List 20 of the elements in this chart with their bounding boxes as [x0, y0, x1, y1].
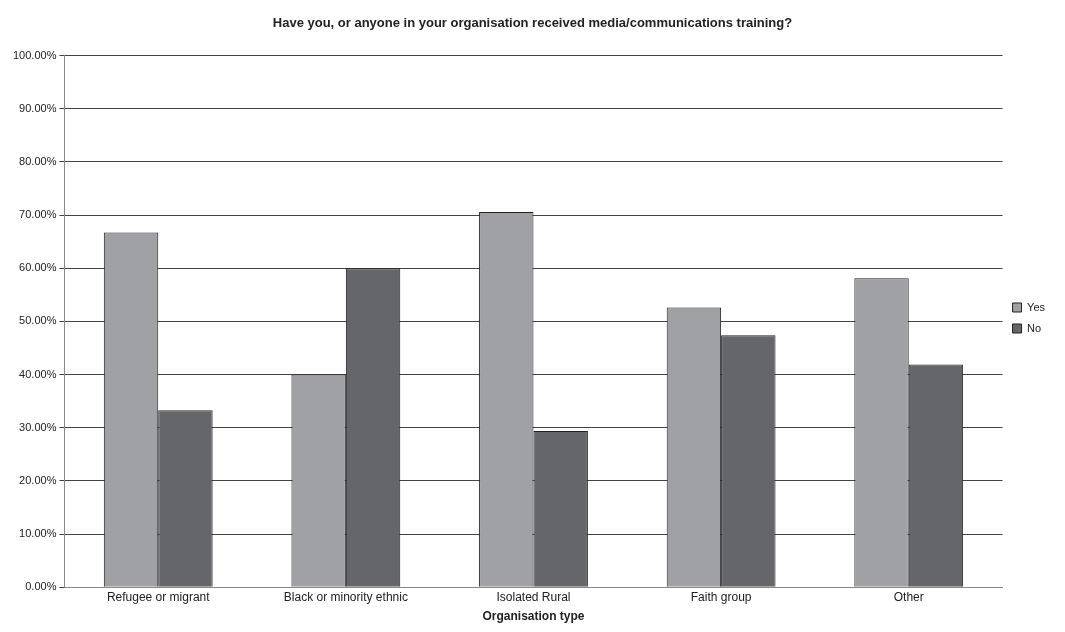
y-tick-label: 80.00% — [19, 154, 57, 167]
x-tick-label: Refugee or migrant — [106, 589, 211, 604]
y-tick-label: 30.00% — [19, 420, 57, 433]
legend-label: No — [1027, 321, 1042, 334]
x-tick-label: Other — [893, 589, 924, 604]
y-tick-label: 60.00% — [19, 261, 57, 274]
y-tick-label: 40.00% — [19, 367, 57, 380]
chart-title: Have you, or anyone in your organisation received media/communications training? — [272, 15, 793, 31]
y-tick-label: 70.00% — [19, 208, 57, 221]
x-tick-label: Faith group — [690, 589, 752, 604]
y-tick-label: 100.00% — [12, 48, 57, 61]
y-tick-label: 50.00% — [19, 314, 57, 327]
y-tick-label: 0.00% — [25, 580, 57, 593]
y-tick-label: 90.00% — [19, 101, 57, 114]
x-tick-label: Black or minority ethnic — [283, 589, 408, 604]
y-tick-label: 10.00% — [19, 527, 57, 540]
x-tick-label: Isolated Rural — [496, 589, 571, 604]
y-tick-label: 20.00% — [19, 473, 57, 486]
x-axis-title: Organisation type — [482, 609, 585, 624]
legend-label: Yes — [1027, 300, 1046, 313]
